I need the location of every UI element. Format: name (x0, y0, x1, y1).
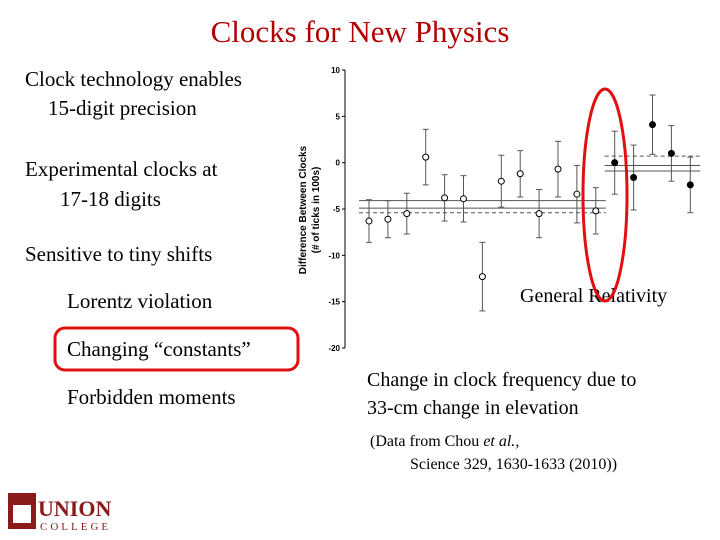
y-tick-label: 5 (336, 112, 341, 121)
data-point (592, 207, 600, 215)
data-point (365, 217, 373, 225)
reference-part: (Data from Chou (370, 433, 483, 450)
y-tick-label: -20 (328, 344, 340, 353)
reference: (Data from Chou et al., (370, 433, 519, 450)
data-point (497, 177, 505, 185)
data-point (535, 210, 543, 218)
bullet: 15-digit precision (48, 96, 197, 120)
data-point (478, 273, 486, 281)
reference-part: , (515, 433, 519, 450)
sub-bullet: Lorentz violation (67, 289, 213, 313)
data-point (554, 165, 562, 173)
logo-text: UNION (38, 496, 111, 521)
caption: Change in clock frequency due to (367, 369, 636, 391)
caption: 33-cm change in elevation (367, 397, 579, 419)
bullet: Sensitive to tiny shifts (25, 242, 212, 266)
bullet: Experimental clocks at (25, 157, 218, 181)
reference: Science 329, 1630-1633 (2010)) (410, 456, 617, 473)
y-tick-label: 10 (331, 66, 340, 75)
data-point (441, 194, 449, 202)
highlight-box (53, 326, 300, 372)
sub-bullet: Changing “constants” (67, 337, 251, 361)
logo-icon (13, 505, 31, 523)
sub-bullet: Forbidden moments (67, 385, 236, 409)
chart: 10 5 0 -5 -10 -15 -20 (328, 66, 701, 353)
reference-part: et al. (483, 433, 515, 450)
data-point (667, 149, 675, 157)
data-point (460, 195, 467, 203)
logo: UNION COLLEGE (8, 493, 111, 533)
data-point (384, 215, 392, 223)
y-tick-label: 0 (336, 159, 341, 168)
data-point (403, 210, 411, 218)
y-axis-label: Difference Between Clocks (298, 145, 309, 274)
y-axis-label: (# of ticks in 100s) (311, 167, 322, 254)
y-tick-label: -15 (328, 298, 340, 307)
data-point (630, 173, 638, 181)
y-tick-label: -10 (328, 251, 340, 260)
data-point (649, 121, 656, 129)
bullet: 17-18 digits (60, 187, 161, 211)
highlight-ellipse (581, 87, 629, 303)
data-point (422, 153, 430, 161)
annotation: General Relativity (520, 285, 667, 307)
slide-title: Clocks for New Physics (211, 14, 510, 49)
data-point (573, 190, 581, 198)
data-point (516, 170, 524, 178)
bullet: Clock technology enables (25, 67, 242, 91)
y-tick-label: -5 (333, 205, 341, 214)
data-point (686, 181, 694, 189)
data-point (611, 159, 619, 167)
logo-text: COLLEGE (40, 521, 111, 533)
